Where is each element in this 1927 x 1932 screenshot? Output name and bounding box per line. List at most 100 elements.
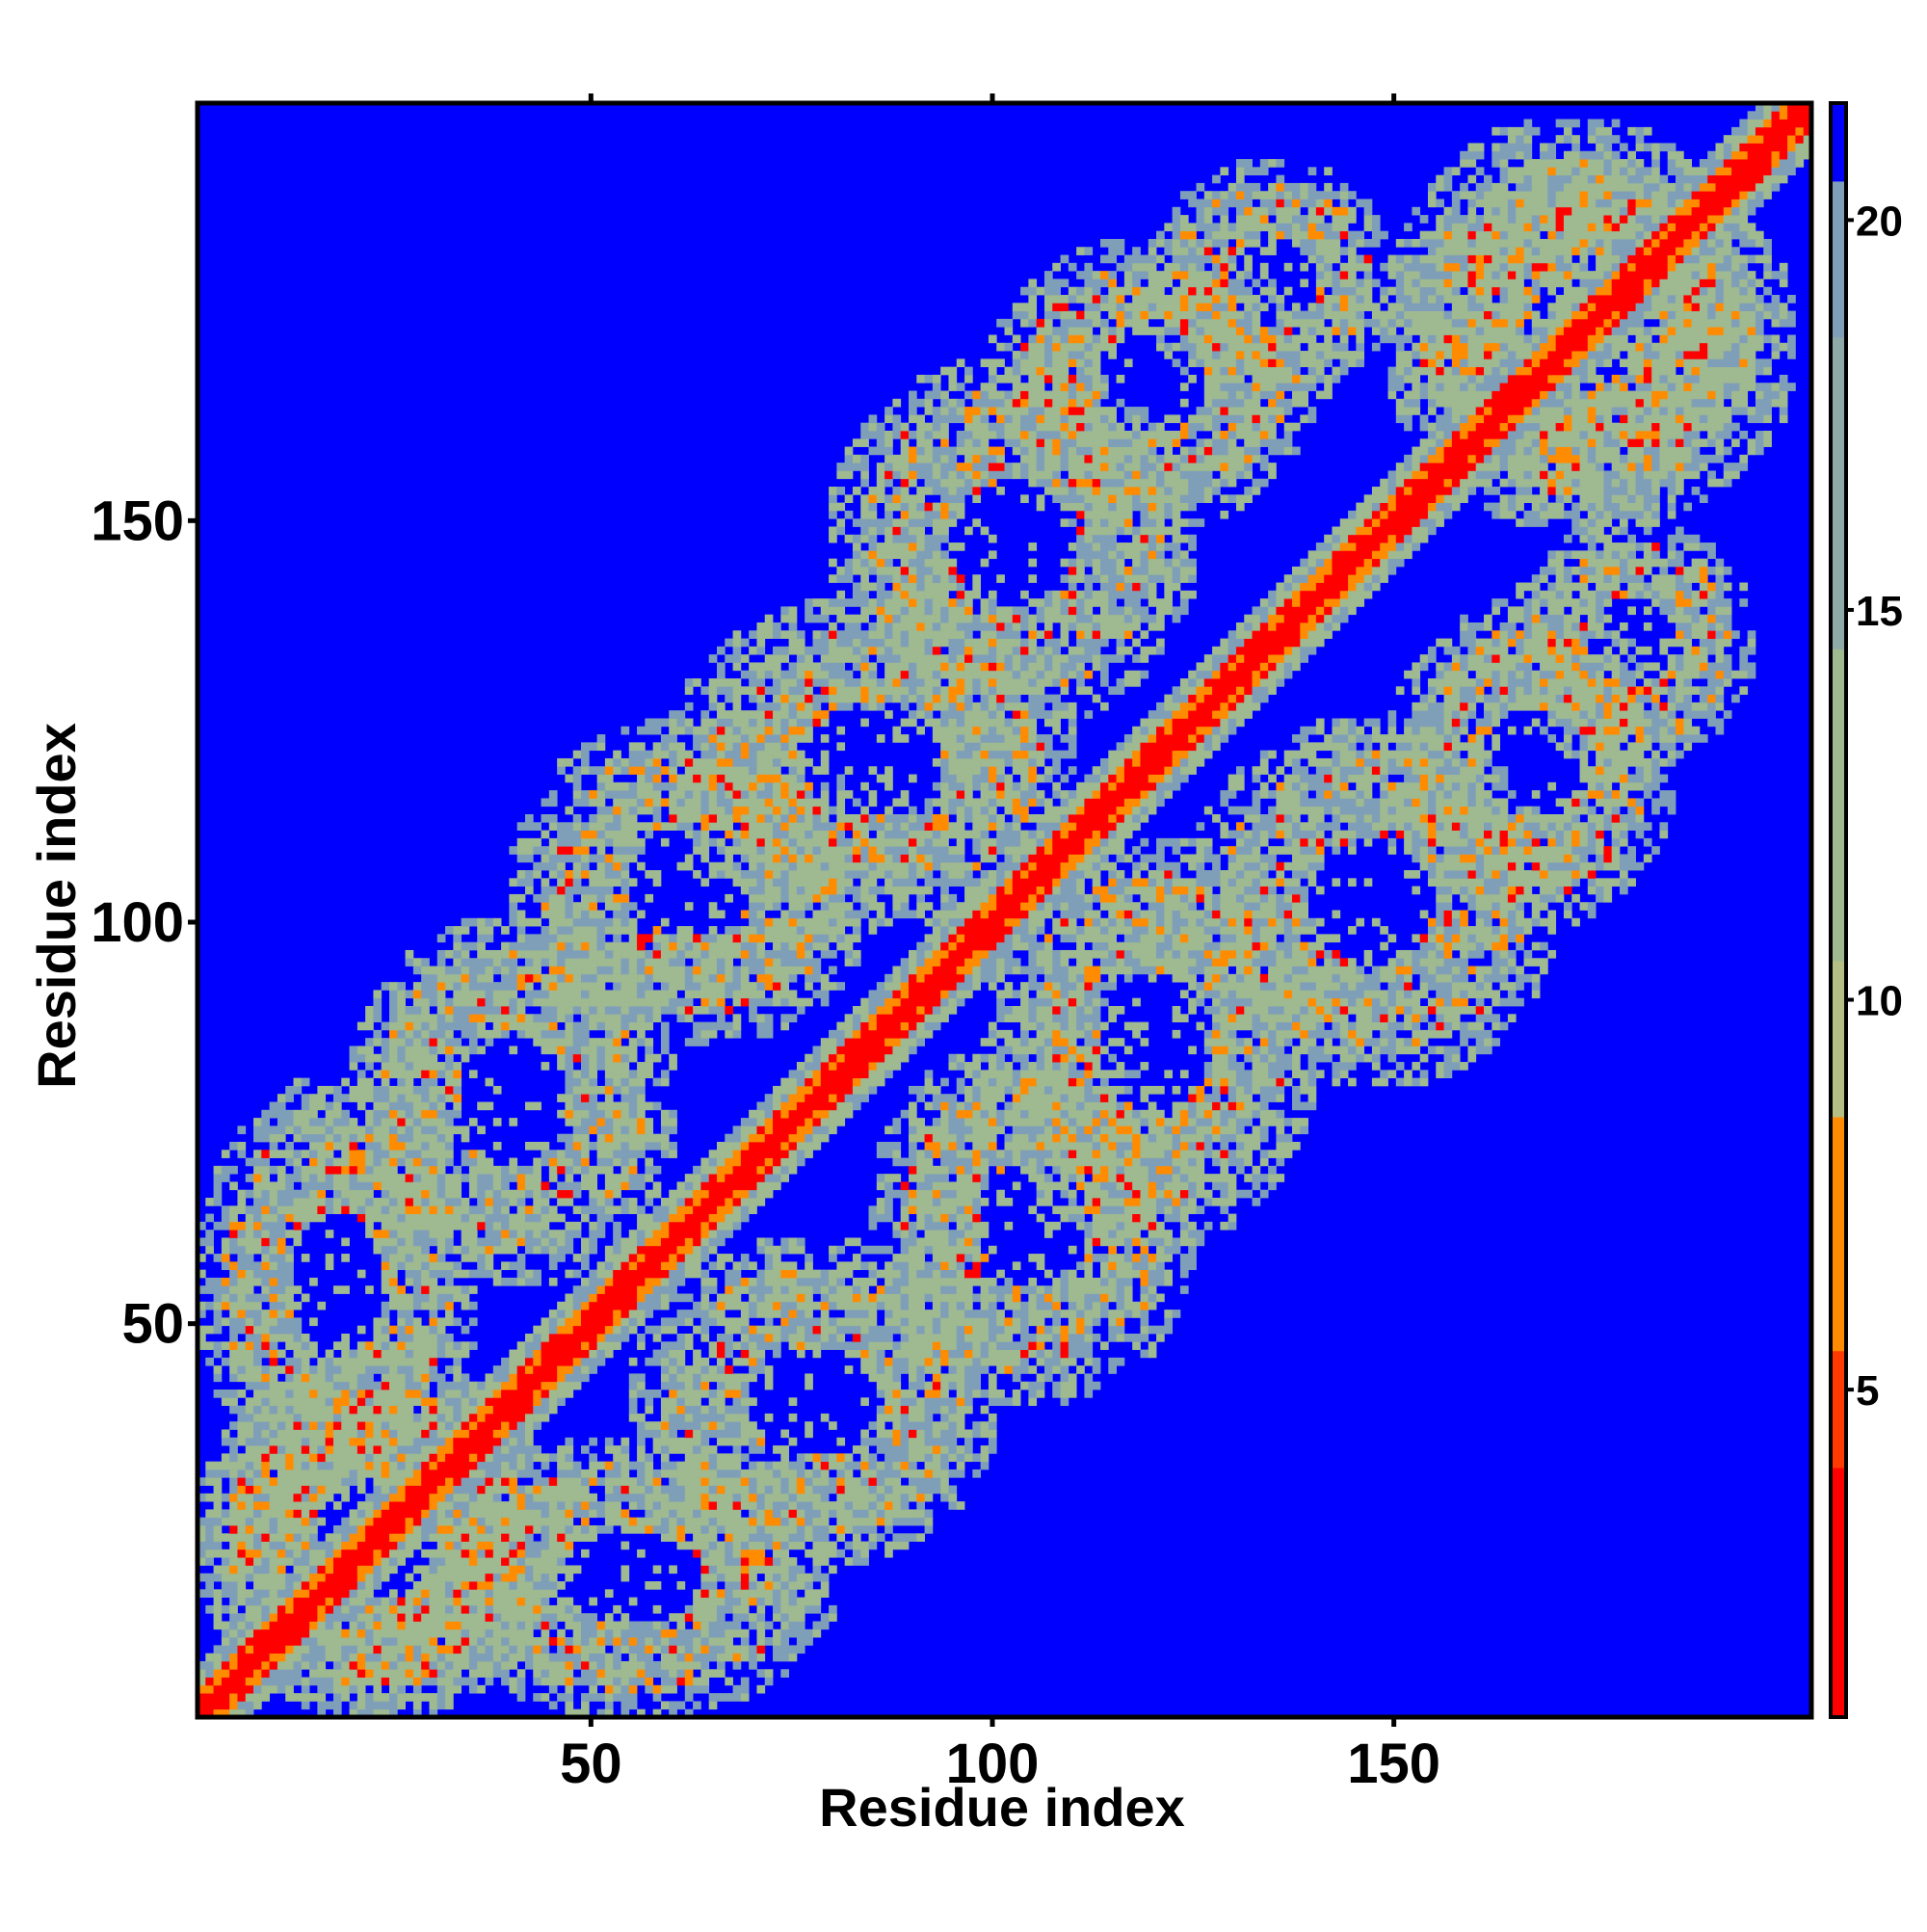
heatmap-cell — [397, 1621, 406, 1630]
heatmap-cell — [596, 1006, 606, 1015]
heatmap-cell — [604, 1341, 614, 1350]
heatmap-cell — [693, 1205, 701, 1214]
heatmap-cell — [412, 1604, 422, 1614]
heatmap-cell — [356, 1053, 366, 1063]
heatmap-cell — [412, 1645, 422, 1654]
heatmap-cell — [309, 1573, 318, 1582]
heatmap-cell — [548, 1604, 558, 1614]
heatmap-cell — [477, 1045, 486, 1055]
heatmap-cell — [453, 1437, 462, 1446]
heatmap-cell — [269, 1477, 278, 1486]
heatmap-cell — [389, 1125, 398, 1135]
heatmap-cell — [684, 990, 694, 999]
heatmap-cell — [557, 1524, 566, 1534]
heatmap-cell — [365, 1501, 374, 1510]
heatmap-cell — [581, 910, 590, 919]
heatmap-cell — [365, 1373, 374, 1383]
heatmap-cell — [397, 1101, 406, 1111]
heatmap-cell — [213, 1533, 223, 1542]
heatmap-cell — [356, 1645, 366, 1654]
heatmap-cell — [708, 1701, 718, 1710]
heatmap-cell — [477, 1557, 486, 1566]
heatmap-cell — [716, 662, 726, 672]
heatmap-cell — [565, 1174, 574, 1182]
heatmap-cell — [253, 1157, 262, 1167]
heatmap-cell — [317, 1621, 327, 1630]
heatmap-cell — [421, 1141, 430, 1151]
heatmap-cell — [604, 1301, 614, 1310]
heatmap-cell — [381, 1485, 390, 1495]
heatmap-cell — [565, 973, 574, 983]
heatmap-cell — [198, 1301, 206, 1310]
heatmap-cell — [253, 1310, 262, 1318]
heatmap-cell — [684, 766, 694, 775]
heatmap-cell — [412, 1373, 422, 1383]
heatmap-cell — [613, 1205, 621, 1214]
heatmap-cell — [541, 910, 550, 919]
heatmap-cell — [660, 1381, 670, 1390]
heatmap-cell — [269, 1150, 278, 1158]
heatmap-cell — [309, 1181, 318, 1191]
heatmap-cell — [700, 1429, 710, 1439]
heatmap-cell — [589, 1333, 597, 1342]
heatmap-cell — [405, 1389, 414, 1398]
heatmap-cell — [325, 1701, 334, 1710]
heatmap-cell — [261, 1677, 271, 1686]
heatmap-cell — [213, 1509, 223, 1519]
heatmap-cell — [445, 1469, 454, 1478]
heatmap-cell — [716, 1541, 726, 1550]
heatmap-cell — [293, 1189, 303, 1199]
heatmap-cell — [572, 1677, 582, 1686]
heatmap-cell — [501, 1453, 510, 1463]
heatmap-cell — [660, 1413, 670, 1422]
heatmap-cell — [725, 1637, 733, 1646]
heatmap-cell — [293, 1357, 303, 1366]
heatmap-cell — [356, 1677, 366, 1686]
heatmap-cell — [524, 1221, 534, 1231]
heatmap-cell — [628, 1230, 638, 1238]
heatmap-cell — [604, 1038, 614, 1046]
heatmap-cell — [565, 1509, 574, 1519]
heatmap-cell — [589, 1181, 597, 1191]
heatmap-cell — [716, 1221, 726, 1231]
heatmap-cell — [620, 1205, 630, 1214]
heatmap-cell — [277, 1133, 286, 1143]
heatmap-cell — [492, 997, 502, 1007]
heatmap-cell — [548, 1397, 558, 1407]
heatmap-cell — [660, 766, 670, 775]
heatmap-cell — [628, 1461, 638, 1470]
heatmap-cell — [716, 837, 726, 847]
heatmap-cell — [397, 1693, 406, 1702]
heatmap-cell — [453, 1421, 462, 1430]
heatmap-cell — [596, 1085, 606, 1095]
heatmap-cell — [541, 1517, 550, 1526]
heatmap-cell — [436, 1325, 446, 1335]
heatmap-cell — [237, 1684, 247, 1694]
heatmap-cell — [676, 1653, 686, 1662]
heatmap-cell — [285, 1628, 294, 1638]
heatmap-cell — [389, 1509, 398, 1519]
heatmap-cell — [637, 1333, 646, 1342]
heatmap-cell — [725, 1573, 733, 1582]
heatmap-cell — [596, 1708, 606, 1718]
heatmap-cell — [453, 1453, 462, 1463]
heatmap-cell — [477, 1485, 486, 1495]
heatmap-cell — [620, 837, 630, 847]
heatmap-cell — [429, 1701, 438, 1710]
heatmap-cell — [565, 1094, 574, 1102]
heatmap-cell — [253, 1461, 262, 1470]
heatmap-cell — [373, 1333, 383, 1342]
heatmap-cell — [725, 1565, 733, 1575]
heatmap-cell — [468, 1517, 478, 1526]
heatmap-cell — [581, 1021, 590, 1031]
heatmap-cell — [349, 1541, 358, 1550]
heatmap-cell — [277, 1517, 286, 1526]
heatmap-cell — [213, 1517, 223, 1526]
heatmap-cell — [261, 1541, 271, 1550]
heatmap-cell — [628, 1660, 638, 1670]
heatmap-cell — [628, 822, 638, 831]
heatmap-cell — [332, 1397, 342, 1407]
heatmap-cell — [613, 1085, 621, 1095]
heatmap-cell — [684, 1381, 694, 1390]
heatmap-cell — [501, 1628, 510, 1638]
